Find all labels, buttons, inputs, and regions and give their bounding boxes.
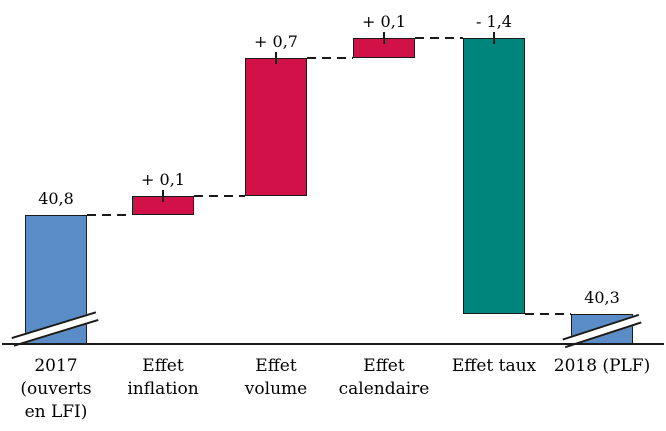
bar-value-label: 40,3 [584, 287, 620, 307]
category-line: Effet [255, 356, 297, 376]
waterfall-connector [415, 37, 463, 39]
category-line: Effet [363, 356, 405, 376]
category-label-2018-plf: 2018 (PLF) [522, 355, 666, 378]
category-line: inflation [127, 379, 199, 399]
bar-value-label: + 0,1 [362, 12, 406, 31]
category-line: (ouverts [20, 379, 92, 399]
bar-effet-volume[interactable] [245, 57, 307, 196]
waterfall-connector [87, 214, 132, 217]
category-label-2017-lfi: 2017 (ouverts en LFI) [0, 355, 136, 424]
value-tick [275, 51, 277, 64]
category-line: 2018 (PLF) [553, 356, 651, 376]
x-axis-line [2, 343, 664, 345]
category-label-effet-inflation: Effet inflation [83, 355, 243, 401]
category-line: volume [244, 379, 308, 399]
value-tick [493, 32, 495, 44]
bar-value-label: + 0,1 [141, 169, 185, 189]
category-line: Effet taux [451, 356, 537, 376]
category-label-effet-calendaire: Effet calendaire [304, 355, 464, 401]
waterfall-connector [307, 56, 353, 59]
value-tick [162, 189, 164, 202]
bar-value-label: + 0,7 [254, 31, 298, 51]
waterfall-connector [525, 312, 571, 315]
bar-value-label: 40,8 [38, 189, 74, 209]
category-line: en LFI) [24, 402, 88, 422]
category-line: calendaire [338, 379, 430, 399]
value-tick [383, 32, 385, 44]
bar-value-label: - 1,4 [476, 12, 512, 31]
category-line: 2017 [34, 356, 78, 376]
category-label-effet-taux: Effet taux [414, 355, 574, 378]
category-line: Effet [142, 356, 184, 376]
waterfall-connector [194, 194, 245, 197]
bar-effet-taux[interactable] [463, 38, 525, 314]
category-label-effet-volume: Effet volume [196, 355, 356, 401]
